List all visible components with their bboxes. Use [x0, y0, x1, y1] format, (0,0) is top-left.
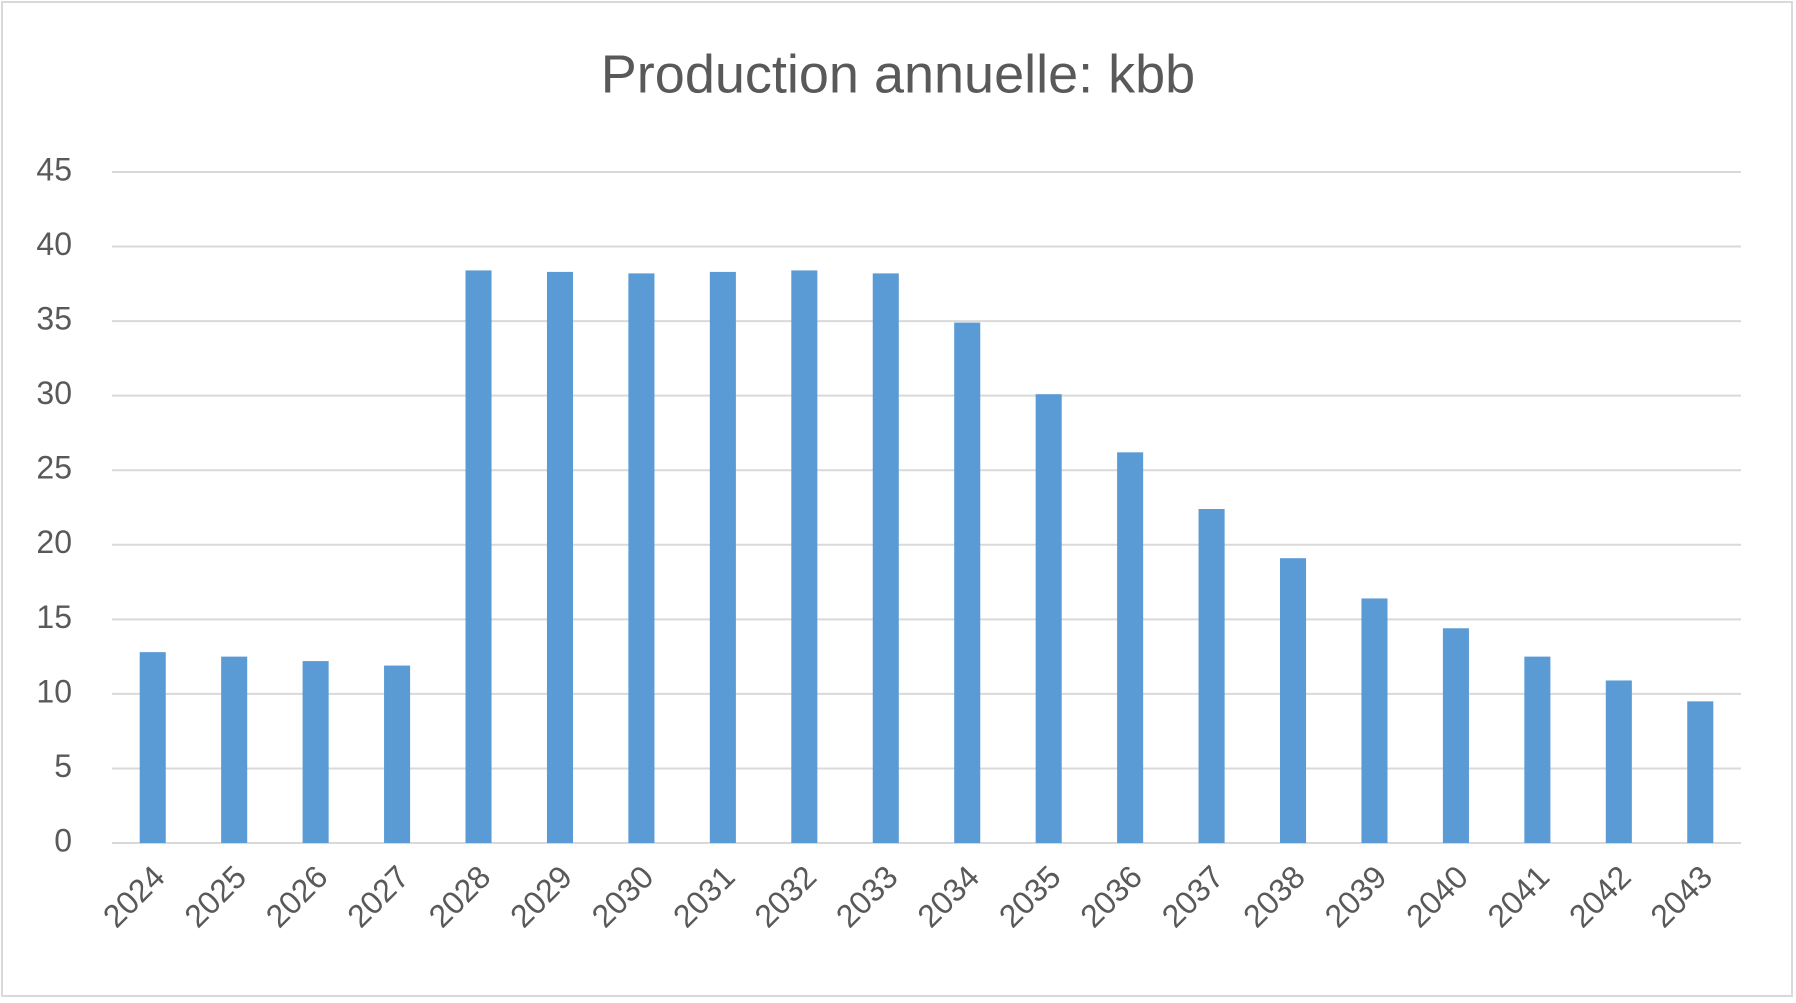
bar [465, 270, 492, 843]
y-tick-label: 5 [54, 748, 72, 784]
bar [1442, 628, 1469, 843]
y-tick-label: 45 [36, 151, 72, 187]
chart-title: Production annuelle: kbb [601, 44, 1195, 104]
bar [1361, 598, 1388, 843]
y-tick-label: 25 [36, 450, 72, 486]
y-tick-label: 15 [36, 599, 72, 635]
bar [221, 656, 248, 843]
bar [384, 665, 411, 843]
y-tick-label: 20 [36, 524, 72, 560]
bar [139, 652, 166, 843]
bar [1524, 656, 1551, 843]
bar [1687, 701, 1714, 843]
bar [1605, 680, 1632, 843]
bar [872, 273, 899, 843]
bar [791, 270, 818, 843]
bar [954, 322, 981, 843]
bar [1035, 394, 1062, 843]
bar [1117, 452, 1144, 843]
bar [628, 273, 655, 843]
bar [1198, 508, 1225, 843]
bar [709, 271, 736, 844]
y-tick-label: 10 [36, 673, 72, 709]
y-tick-label: 30 [36, 375, 72, 411]
y-tick-label: 0 [54, 822, 72, 858]
y-tick-label: 40 [36, 226, 72, 262]
bar [546, 271, 574, 844]
y-tick-label: 35 [36, 301, 72, 337]
bar [1279, 558, 1307, 843]
bar [302, 661, 329, 843]
